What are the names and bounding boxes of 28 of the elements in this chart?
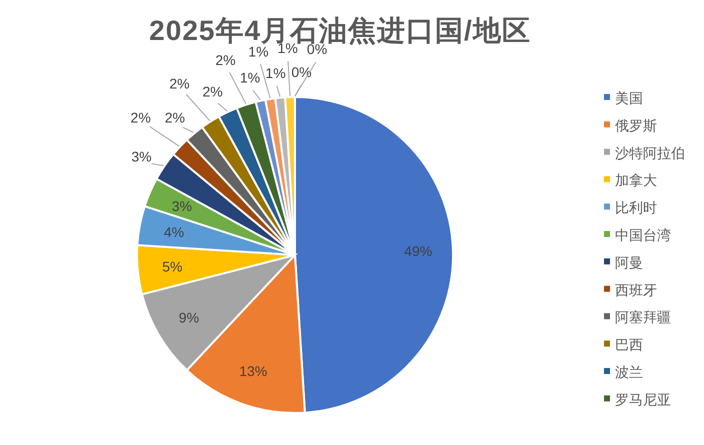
text: 0% <box>291 64 312 80</box>
data-label: 2% <box>169 75 190 92</box>
data-label: 13% <box>239 362 268 379</box>
data-label: 2% <box>202 84 223 100</box>
legend-label: 波兰 <box>615 364 643 380</box>
legend-label: 沙特阿拉伯 <box>615 144 685 161</box>
data-label: 3% <box>172 198 192 214</box>
data-label: 9% <box>178 310 200 326</box>
data-label: 2% <box>130 110 151 126</box>
data-label: 1% <box>265 65 286 82</box>
legend-label: 罗马尼亚 <box>615 391 671 408</box>
legend-label: 巴西 <box>615 336 643 353</box>
legend-label: 阿塞拜疆 <box>615 309 671 326</box>
data-label: 3% <box>131 148 152 164</box>
data-label: 5% <box>162 258 182 275</box>
data-label: 2% <box>164 109 185 126</box>
data-label: 4% <box>164 224 184 240</box>
data-label: 1% <box>240 70 260 86</box>
data-label: 2% <box>215 52 236 68</box>
legend-label: 西班牙 <box>615 282 657 298</box>
data-label: 1% <box>248 43 269 60</box>
legend-label: 阿曼 <box>615 254 643 270</box>
data-label: 49% <box>404 243 432 260</box>
legend-label: 比利时 <box>615 200 657 216</box>
legend-label: 加拿大 <box>615 172 657 188</box>
legend-label: 美国 <box>615 90 643 106</box>
legend-label: 俄罗斯 <box>615 117 657 134</box>
legend-label: 中国台湾 <box>615 227 671 243</box>
